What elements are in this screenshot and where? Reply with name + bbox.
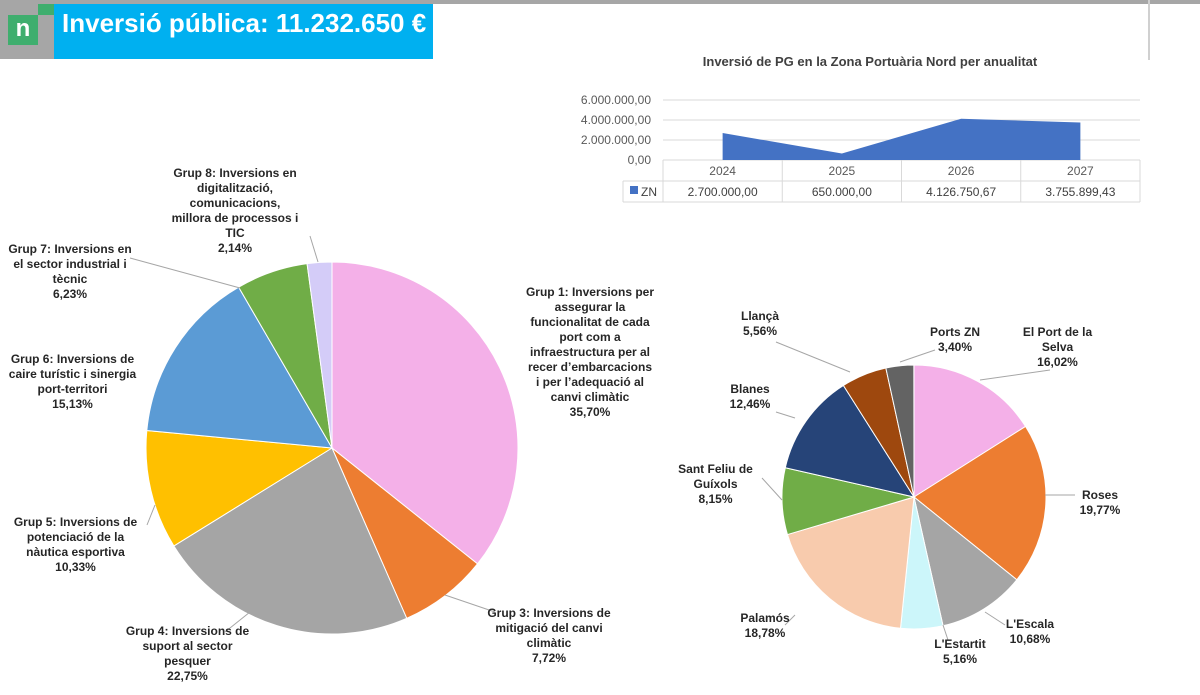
- slice-name: Blanes: [730, 382, 770, 396]
- leader-line: [761, 477, 783, 501]
- ports-pie-slice: [913, 495, 1018, 627]
- header-banner: [0, 4, 433, 59]
- slice-name: L'Estartit: [934, 637, 986, 651]
- slice-percent: 35,70%: [569, 405, 611, 419]
- x-category-label: 2024: [709, 164, 736, 178]
- ports-pie-slice: [913, 425, 1047, 581]
- area-series-zn: [722, 118, 1081, 160]
- table-value: 4.126.750,67: [926, 185, 996, 199]
- leader-line: [775, 341, 851, 373]
- x-category-label: 2026: [948, 164, 975, 178]
- data-label: Palamós 18,78%: [735, 611, 795, 641]
- data-label: Grup 6: Inversions de caire turístic i s…: [5, 352, 140, 412]
- ports-pie-slice: [784, 384, 916, 498]
- slice-name: Grup 7: Inversions en el sector industri…: [8, 242, 132, 286]
- leader-line: [309, 235, 319, 263]
- groups-pie-slice: [306, 261, 333, 449]
- leader-line: [444, 594, 496, 613]
- ports-pie-slice: [786, 496, 915, 629]
- slice-percent: 7,72%: [531, 651, 567, 665]
- data-label: Sant Feliu de Guíxols 8,15%: [668, 462, 763, 507]
- table-value: 3.755.899,43: [1045, 185, 1115, 199]
- data-label: Grup 3: Inversions de mitigació del canv…: [484, 606, 614, 666]
- y-tick-label: 0,00: [628, 153, 652, 167]
- slice-name: Grup 1: Inversions per assegurar la func…: [525, 285, 655, 404]
- divider: [1148, 0, 1150, 60]
- data-label: Llançà 5,56%: [720, 309, 800, 339]
- slice-percent: 8,15%: [698, 492, 733, 506]
- data-label: Grup 7: Inversions en el sector industri…: [5, 242, 135, 302]
- slice-name: El Port de la Selva: [1022, 325, 1093, 354]
- y-tick-label: 6.000.000,00: [581, 93, 651, 107]
- leader-line: [984, 611, 1006, 626]
- slice-name: Grup 4: Inversions de suport al sector p…: [125, 624, 250, 668]
- y-tick-label: 4.000.000,00: [581, 113, 651, 127]
- leader-line: [784, 614, 796, 626]
- slice-name: Roses: [1081, 488, 1119, 502]
- slice-name: Grup 3: Inversions de mitigació del canv…: [487, 606, 611, 650]
- slice-percent: 3,40%: [937, 340, 973, 354]
- data-label: Grup 1: Inversions per assegurar la func…: [525, 285, 655, 420]
- ports-pie-slice: [913, 364, 1027, 498]
- leader-line: [899, 349, 936, 363]
- ports-pie-slice: [885, 364, 915, 498]
- slice-percent: 18,78%: [744, 626, 786, 640]
- leader-line: [224, 611, 251, 633]
- slice-percent: 6,23%: [52, 287, 88, 301]
- leader-line: [942, 624, 949, 641]
- page-title: Inversió pública: 11.232.650 €: [62, 8, 427, 38]
- data-label: Ports ZN 3,40%: [915, 325, 995, 355]
- slice-name: Sant Feliu de Guíxols: [678, 462, 753, 491]
- data-label: Grup 8: Inversions en digitalització, co…: [170, 166, 300, 256]
- logo: n: [8, 15, 38, 45]
- slice-name: L'Escala: [1005, 617, 1055, 631]
- data-label: Roses 19,77%: [1060, 488, 1140, 518]
- data-label: Blanes 12,46%: [715, 382, 785, 412]
- leader-line: [146, 504, 156, 526]
- groups-pie-slice: [145, 429, 334, 547]
- slice-name: Ports ZN: [929, 325, 980, 339]
- slice-name: Grup 8: Inversions en digitalització, co…: [171, 166, 299, 240]
- groups-pie-slice: [331, 261, 519, 565]
- slice-percent: 10,68%: [1009, 632, 1051, 646]
- slice-percent: 12,46%: [729, 397, 771, 411]
- top-border: [0, 0, 1200, 4]
- legend-label: ZN: [641, 185, 657, 199]
- table-value: 2.700.000,00: [688, 185, 758, 199]
- slice-percent: 2,14%: [217, 241, 253, 255]
- slice-percent: 16,02%: [1037, 355, 1078, 369]
- leader-line: [979, 369, 1051, 381]
- area-chart-title: Inversió de PG en la Zona Portuària Nord…: [702, 54, 1038, 69]
- slice-percent: 19,77%: [1079, 503, 1121, 517]
- slice-name: Llançà: [740, 309, 779, 323]
- x-category-label: 2025: [829, 164, 856, 178]
- groups-pie-slice: [146, 286, 333, 449]
- data-label: L'Escala 10,68%: [995, 617, 1065, 647]
- data-label: El Port de la Selva 16,02%: [1010, 325, 1105, 370]
- slice-percent: 22,75%: [167, 669, 208, 683]
- data-label: Grup 5: Inversions de potenciació de la …: [8, 515, 143, 575]
- slice-name: Palamós: [740, 611, 790, 625]
- legend-swatch: [630, 186, 638, 194]
- y-tick-label: 2.000.000,00: [581, 133, 651, 147]
- slice-percent: 5,16%: [942, 652, 978, 666]
- x-category-label: 2027: [1067, 164, 1094, 178]
- data-label: Grup 4: Inversions de suport al sector p…: [120, 624, 255, 684]
- slice-percent: 5,56%: [742, 324, 778, 338]
- slice-percent: 10,33%: [55, 560, 96, 574]
- groups-pie-slice: [173, 447, 408, 635]
- leader-line: [129, 257, 241, 289]
- data-label: L'Estartit 5,16%: [925, 637, 995, 667]
- logo-accent: [38, 4, 54, 15]
- slice-name: Grup 6: Inversions de caire turístic i s…: [8, 352, 137, 396]
- slice-name: Grup 5: Inversions de potenciació de la …: [13, 515, 138, 559]
- table-value: 650.000,00: [812, 185, 872, 199]
- leader-line: [775, 411, 796, 419]
- slice-percent: 15,13%: [52, 397, 93, 411]
